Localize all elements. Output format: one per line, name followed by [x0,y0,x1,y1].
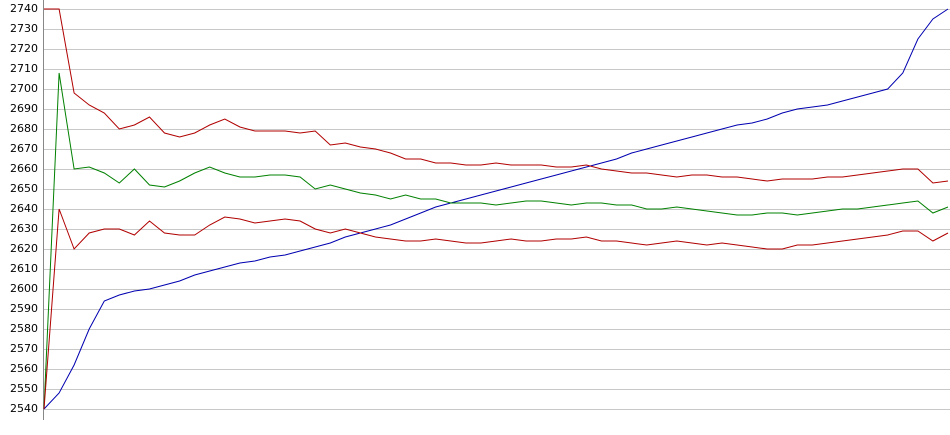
y-tick-label: 2670 [10,142,38,155]
y-tick-label: 2650 [10,182,38,195]
y-tick-label: 2640 [10,202,38,215]
y-tick-label: 2740 [10,2,38,15]
y-tick-label: 2570 [10,342,38,355]
series-line [43,208,949,410]
y-tick-label: 2540 [10,402,38,415]
y-tick-label: 2630 [10,222,38,235]
series-line [44,8,949,184]
y-tick-label: 2700 [10,82,38,95]
y-tick-label: 2690 [10,102,38,115]
y-tick-label: 2590 [10,302,38,315]
y-tick-label: 2680 [10,122,38,135]
y-tick-label: 2720 [10,42,38,55]
y-tick-label: 2610 [10,262,38,275]
y-tick-label: 2560 [10,362,38,375]
y-tick-label: 2580 [10,322,38,335]
series-line [43,72,949,410]
y-tick-label: 2710 [10,62,38,75]
y-tick-label: 2620 [10,242,38,255]
y-tick-label: 2730 [10,22,38,35]
y-tick-label: 2660 [10,162,38,175]
series-line [43,8,949,410]
y-tick-label: 2600 [10,282,38,295]
y-tick-label: 2550 [10,382,38,395]
